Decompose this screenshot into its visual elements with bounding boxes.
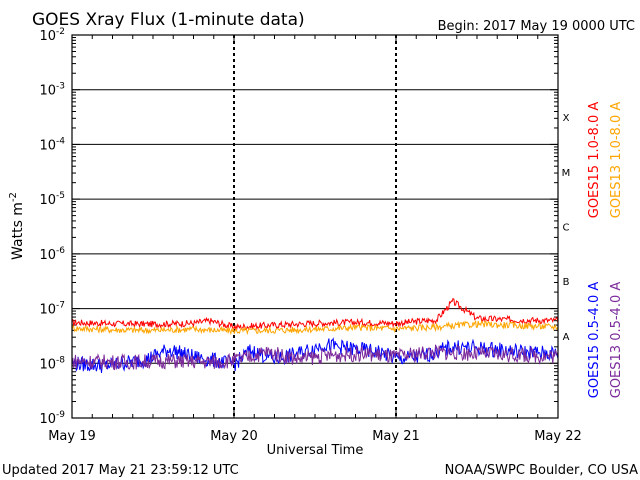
y-axis-label: Watts m-2	[8, 192, 26, 260]
x-tick-label: May 21	[372, 429, 420, 444]
flare-class-labels: X M C B A	[562, 113, 571, 343]
y-tick-label: 10-7	[39, 301, 65, 318]
series-line	[71, 319, 559, 336]
x-axis-label: Universal Time	[267, 443, 364, 458]
y-tick-label: 10-5	[39, 191, 65, 208]
series-lines	[71, 297, 559, 373]
gridlines	[72, 89, 558, 364]
flare-class-label: C	[563, 223, 570, 234]
chart-title: GOES Xray Flux (1-minute data)	[32, 10, 305, 30]
begin-label: Begin: 2017 May 19 0000 UTC	[438, 19, 635, 34]
updated-timestamp: Updated 2017 May 21 23:59:12 UTC	[2, 463, 239, 478]
y-tick-label: 10-2	[39, 27, 65, 44]
legend-entry: GOES13 1.0-8.0 A	[609, 102, 624, 219]
source-credit: NOAA/SWPC Boulder, CO USA	[445, 463, 638, 478]
series-line	[71, 297, 559, 331]
x-tick-label: May 20	[210, 429, 258, 444]
y-tick-label: 10-6	[39, 246, 65, 263]
y-tick-label: 10-4	[39, 136, 65, 153]
flare-class-label: B	[563, 277, 570, 288]
series-line	[71, 344, 559, 371]
flare-class-label: A	[563, 332, 570, 343]
plot-frame	[71, 34, 559, 419]
legend-entry: GOES15 1.0-8.0 A	[587, 102, 602, 219]
flare-class-label: X	[563, 113, 570, 124]
y-tick-label: 10-8	[39, 355, 65, 372]
legend: GOES15 1.0-8.0 A GOES13 1.0-8.0 A GOES15 0…	[587, 102, 624, 399]
x-axis-ticks: May 19 May 20 May 21 May 22	[48, 35, 582, 444]
legend-entry: GOES15 0.5-4.0 A	[587, 282, 602, 399]
y-axis-ticks: 10-2 10-3 10-4 10-5 10-6 10-7 10-8 10-9	[39, 27, 558, 427]
flare-class-label: M	[562, 168, 571, 179]
x-tick-label: May 22	[534, 429, 582, 444]
x-tick-label: May 19	[48, 429, 96, 444]
y-tick-label: 10-3	[39, 82, 65, 99]
y-tick-label: 10-9	[39, 410, 65, 427]
legend-entry: GOES13 0.5-4.0 A	[609, 282, 624, 399]
